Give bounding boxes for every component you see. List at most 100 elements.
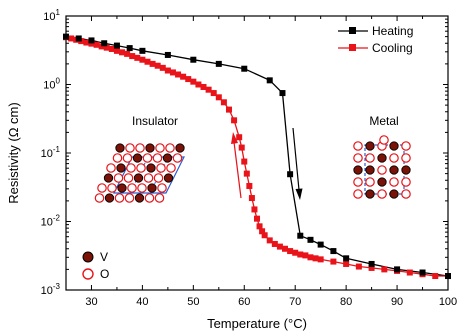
x-tick-label: 70	[289, 296, 301, 308]
v-atom	[132, 153, 143, 163]
data-point-cooling	[169, 69, 176, 76]
o-atom	[353, 141, 363, 151]
o-atom	[401, 189, 411, 199]
y-axis-label: Resistivity (Ω cm)	[6, 102, 21, 203]
v-atom	[146, 163, 156, 173]
data-point-heating	[297, 232, 304, 239]
v-atom	[103, 173, 114, 183]
series-markers-cooling	[63, 34, 451, 280]
v-atom	[365, 189, 375, 199]
series-markers-heating	[63, 33, 451, 280]
data-point-cooling	[312, 255, 319, 262]
data-point-cooling	[215, 94, 222, 101]
data-point-cooling	[381, 266, 388, 273]
data-point-heating	[126, 45, 133, 52]
o-atom	[97, 183, 107, 193]
data-point-cooling	[154, 62, 161, 69]
o-atom	[127, 183, 137, 193]
data-point-cooling	[93, 41, 100, 48]
data-point-heating	[88, 37, 95, 44]
metal-label: Metal	[369, 114, 398, 128]
data-point-cooling	[330, 258, 337, 265]
data-point-heating	[445, 273, 451, 280]
data-point-cooling	[302, 252, 309, 259]
data-point-heating	[215, 60, 222, 67]
legend-label-heating: Heating	[372, 24, 413, 38]
o-atom	[126, 163, 136, 173]
data-point-cooling	[261, 232, 268, 239]
o-atom	[166, 163, 176, 173]
o-atom	[154, 193, 165, 203]
data-point-cooling	[243, 170, 250, 177]
o-atom	[113, 173, 124, 183]
y-tick-label: 10-3	[41, 282, 61, 297]
data-point-cooling	[231, 117, 238, 124]
data-point-cooling	[292, 249, 299, 256]
o-atom	[124, 193, 135, 203]
data-point-cooling	[225, 106, 232, 113]
o-atom	[353, 153, 363, 163]
data-point-heating	[101, 40, 108, 47]
data-point-cooling	[129, 53, 136, 60]
data-point-cooling	[164, 67, 171, 74]
data-point-heating	[307, 236, 314, 243]
x-tick-label: 50	[187, 296, 199, 308]
data-point-heating	[75, 35, 82, 42]
data-point-cooling	[368, 264, 375, 271]
o-atom	[401, 153, 411, 163]
data-point-cooling	[190, 78, 197, 85]
data-point-cooling	[180, 73, 187, 80]
o-atom	[144, 193, 155, 203]
o-atom	[112, 153, 123, 163]
y-tick-label: 101	[43, 8, 60, 23]
data-point-heating	[330, 248, 337, 255]
data-point-heating	[279, 90, 286, 97]
data-point-cooling	[251, 206, 258, 213]
data-point-cooling	[256, 223, 263, 230]
data-point-heating	[287, 171, 294, 178]
data-point-cooling	[238, 144, 245, 151]
data-point-cooling	[287, 248, 294, 255]
data-point-cooling	[108, 45, 115, 52]
o-atom	[142, 153, 153, 163]
v-atom-legend-icon	[82, 251, 94, 263]
o-atom	[165, 143, 175, 153]
data-point-heating	[241, 65, 248, 72]
data-point-cooling	[83, 39, 90, 46]
x-tick-label: 80	[340, 296, 352, 308]
y-tick-labels: 10-3 10-2 10-1 100 101	[41, 8, 61, 297]
data-point-heating	[190, 56, 197, 63]
data-point-cooling	[103, 44, 110, 51]
v-atom	[133, 173, 144, 183]
data-point-cooling	[276, 243, 283, 250]
y-tick-label: 100	[43, 77, 60, 92]
o-atom	[156, 163, 166, 173]
data-point-heating	[343, 255, 350, 262]
data-point-cooling	[220, 99, 227, 106]
v-atom	[353, 165, 363, 175]
v-atom	[116, 163, 126, 173]
metal-lattice-diagram	[353, 135, 411, 199]
data-point-cooling	[246, 182, 253, 189]
data-point-cooling	[119, 49, 126, 56]
data-point-cooling	[343, 260, 350, 267]
data-point-cooling	[259, 228, 266, 235]
data-point-cooling	[432, 273, 439, 280]
v-atom	[377, 153, 387, 163]
data-point-cooling	[149, 60, 156, 67]
v-atom	[377, 177, 387, 187]
o-atom	[143, 173, 154, 183]
data-point-cooling	[200, 83, 207, 90]
v-atom	[104, 193, 115, 203]
data-point-cooling	[195, 81, 202, 88]
legend-marker-heating	[349, 27, 356, 34]
legend-label-cooling: Cooling	[372, 41, 413, 55]
data-point-heating	[164, 51, 171, 58]
o-atom	[365, 153, 375, 163]
v-atom	[147, 183, 157, 193]
v-atom	[365, 165, 375, 175]
o-atom	[107, 183, 117, 193]
o-atom	[401, 177, 411, 187]
o-atom	[135, 143, 145, 153]
